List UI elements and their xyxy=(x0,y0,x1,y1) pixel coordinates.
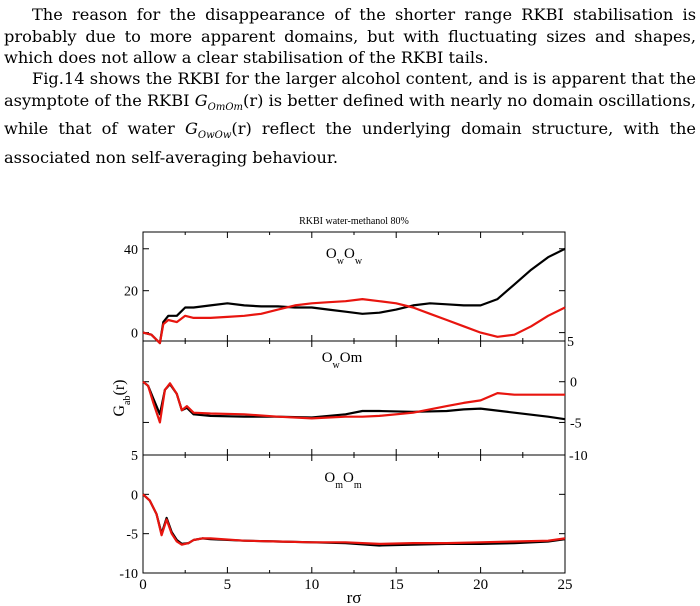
y-tick-label: 5 xyxy=(131,449,138,464)
curves xyxy=(142,247,566,547)
axis-ticks xyxy=(142,232,566,573)
y-tick-label: -5 xyxy=(570,416,582,431)
series-line-panel1-1 xyxy=(142,247,566,345)
y-tick-label: 0 xyxy=(131,488,138,503)
x-tick-label: 5 xyxy=(224,577,232,593)
panel-label-owow: OwOw xyxy=(326,246,363,267)
x-tick-label: 0 xyxy=(139,577,147,593)
y-axis-label: Gab(r) xyxy=(111,380,133,417)
x-tick-label: 10 xyxy=(304,577,319,593)
paragraph-2-part-a: Fig.14 shows the RKBI for the larger alc… xyxy=(4,69,696,110)
panel-label-omom: OmOm xyxy=(324,470,361,491)
paragraph-2-part-b: is better defined with nearly no domain … xyxy=(4,90,696,139)
series-line-panel1-2 xyxy=(142,298,566,345)
panel-bottom-frame xyxy=(142,454,566,574)
y-tick-label: -5 xyxy=(126,528,138,543)
y-tick-label: 0 xyxy=(131,327,138,342)
math-g-omom: GOmOm(r) xyxy=(194,90,264,113)
series-line-panel3-2 xyxy=(142,493,566,546)
paragraph-2-part-c: reflect the underlying domain structure,… xyxy=(4,119,697,167)
series-line-panel2-2 xyxy=(142,380,565,424)
panel-label-owom: OwOm xyxy=(322,350,363,371)
x-axis-label: rσ xyxy=(347,588,362,606)
chart-title: RKBI water-methanol 80% xyxy=(299,216,409,227)
x-tick-label: 15 xyxy=(389,577,404,593)
paragraph-2: Fig.14 shows the RKBI for the larger alc… xyxy=(4,68,696,168)
y-tick-label: -10 xyxy=(569,449,588,464)
x-tick-label: 20 xyxy=(473,577,488,593)
x-tick-label: 25 xyxy=(558,577,573,593)
y-tick-label: -10 xyxy=(119,567,138,582)
y-tick-label: 5 xyxy=(567,335,574,350)
paragraph-1-text: The reason for the disappearance of the … xyxy=(4,5,696,67)
y-tick-label: 40 xyxy=(124,243,138,258)
math-g-owow: GOwOw(r) xyxy=(184,119,252,142)
y-tick-label: 20 xyxy=(124,285,138,300)
paragraph-1: The reason for the disappearance of the … xyxy=(4,4,696,69)
y-tick-label: 0 xyxy=(570,376,577,391)
